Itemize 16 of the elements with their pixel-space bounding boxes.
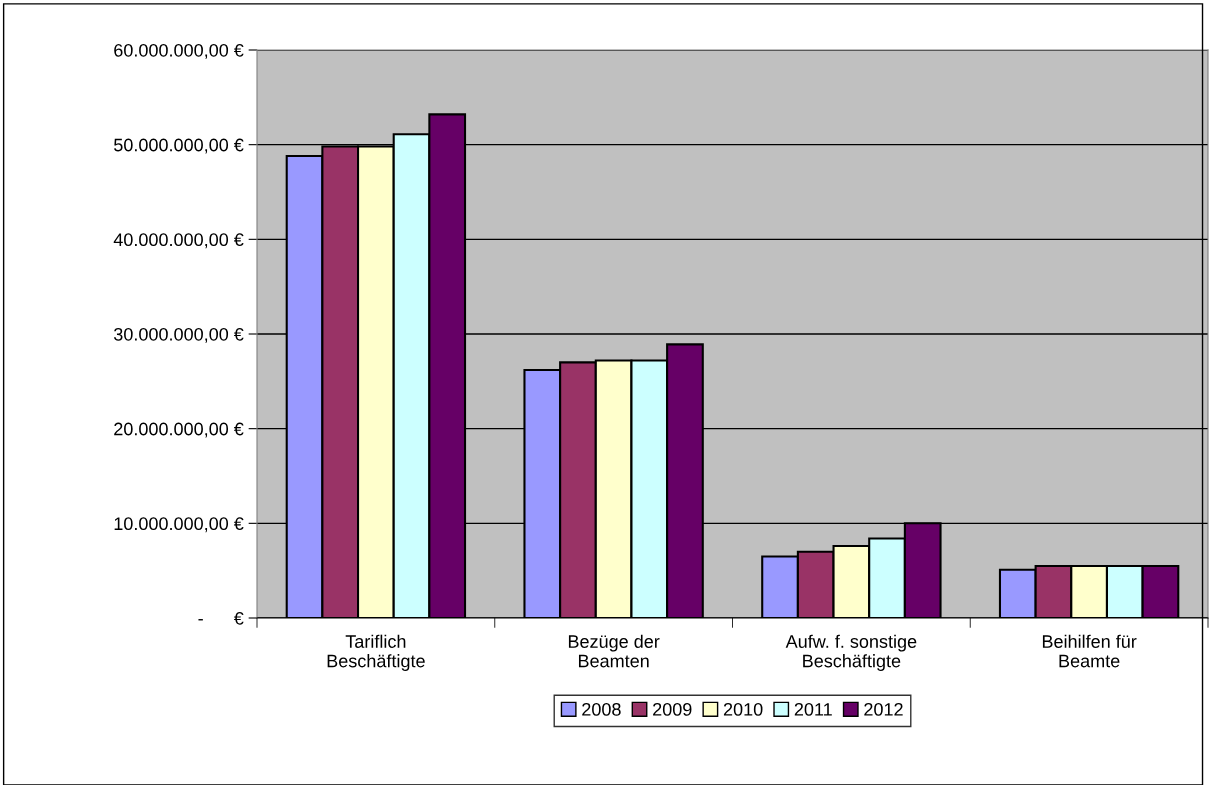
x-tick-label: Beihilfen für Beamte [1042, 634, 1137, 668]
y-tick-label: 10.000.000,00 € [114, 517, 244, 533]
y-tick-label: - € [198, 611, 244, 625]
y-tick-label: 20.000.000,00 € [114, 422, 244, 438]
y-tick-label: 50.000.000,00 € [114, 138, 244, 154]
legend-label: 2008 [582, 702, 621, 716]
y-tick-label: 60.000.000,00 € [114, 43, 244, 59]
legend-label: 2009 [653, 702, 692, 716]
legend-label: 2011 [794, 702, 832, 716]
legend-label: 2010 [723, 702, 763, 716]
x-tick-label: Bezüge der Beamten [568, 634, 660, 668]
x-tick-label: Aufw. f. sonstige Beschäftigte [785, 634, 917, 671]
y-tick-label: 30.000.000,00 € [113, 327, 244, 343]
x-tick-label: Tariflich Beschäftigte [327, 634, 425, 671]
y-tick-label: 40.000.000,00 € [113, 233, 244, 249]
legend-label: 2012 [864, 702, 903, 716]
